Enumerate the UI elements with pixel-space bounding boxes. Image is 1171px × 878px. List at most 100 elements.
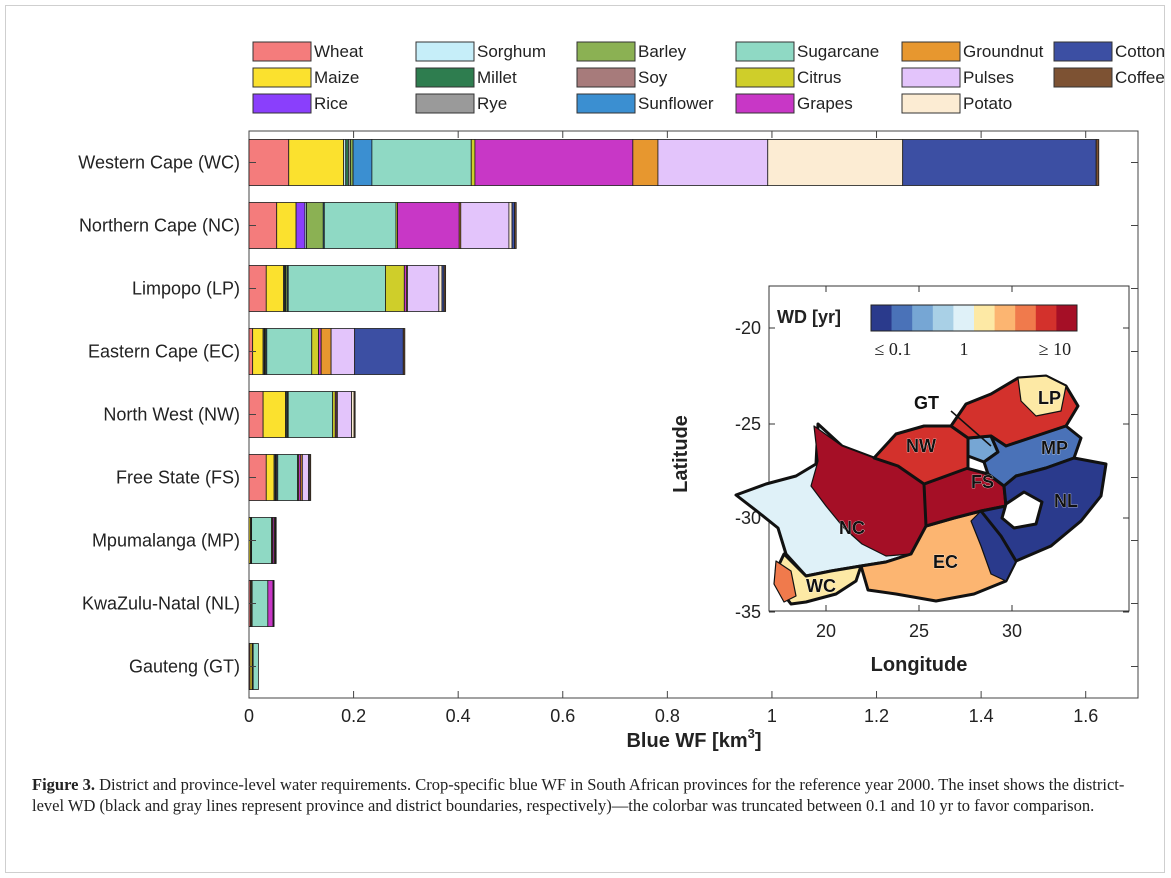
bar-segment bbox=[443, 265, 447, 312]
legend-swatch bbox=[901, 67, 961, 88]
inset-x-tick-label: 30 bbox=[1002, 621, 1022, 641]
inset-y-tick-label: -30 bbox=[735, 508, 761, 528]
bar-segment bbox=[288, 139, 345, 186]
colorbar-cell bbox=[994, 305, 1016, 331]
legend-swatch bbox=[576, 93, 636, 114]
region-label-wc: WC bbox=[806, 576, 836, 596]
legend-label: Sunflower bbox=[638, 94, 714, 113]
colorbar: ≤ 0.1 1 ≥ 10 bbox=[870, 304, 1078, 359]
legend-label: Sorghum bbox=[477, 42, 546, 61]
bar-segment bbox=[354, 328, 404, 375]
colorbar-title: WD [yr] bbox=[777, 307, 841, 327]
bar-segment bbox=[514, 202, 517, 249]
legend-swatch bbox=[735, 67, 795, 88]
region-label-gt: GT bbox=[914, 393, 939, 413]
bar-segment bbox=[295, 202, 306, 249]
gt-pointer-line bbox=[950, 410, 992, 447]
region-wc-coast bbox=[773, 560, 797, 603]
bar-segment bbox=[287, 391, 334, 438]
bar-segment bbox=[460, 202, 510, 249]
south-africa-map bbox=[734, 374, 1108, 606]
region-label-nc: NC bbox=[839, 518, 865, 538]
legend-swatch bbox=[415, 93, 475, 114]
legend-swatch bbox=[576, 41, 636, 62]
legend-label: Millet bbox=[477, 68, 517, 87]
figure-canvas: Wheat Maize Rice Sorghum Millet Rye Barley Soy S… bbox=[78, 41, 1165, 752]
region-label-fs: FS bbox=[971, 472, 994, 492]
bar-segment bbox=[277, 454, 299, 501]
bar-segment bbox=[275, 517, 277, 564]
x-tick-label: 0 bbox=[244, 706, 254, 726]
inset-y-axis-title: Latitude bbox=[670, 415, 692, 493]
x-axis: 0 0.2 0.4 0.6 0.8 1 1.2 1.4 1.6 bbox=[244, 131, 1098, 726]
colorbar-tick-label: ≥ 10 bbox=[1039, 339, 1071, 359]
legend-swatch bbox=[252, 67, 312, 88]
bar-segment bbox=[276, 202, 297, 249]
legend-swatch bbox=[252, 41, 312, 62]
y-tick-label: Northern Cape (NC) bbox=[79, 216, 240, 236]
bar-segment bbox=[265, 454, 275, 501]
x-tick-label: 1.6 bbox=[1073, 706, 1098, 726]
region-label-nl: NL bbox=[1054, 491, 1078, 511]
y-tick-label: Limpopo (LP) bbox=[132, 279, 240, 299]
bar-segment bbox=[402, 328, 406, 375]
colorbar-cell bbox=[953, 305, 975, 331]
legend-swatch bbox=[735, 93, 795, 114]
legend-swatch bbox=[415, 41, 475, 62]
legend-swatch bbox=[1053, 41, 1113, 62]
legend-swatch bbox=[901, 41, 961, 62]
colorbar-tick-label: 1 bbox=[960, 339, 969, 359]
inset-y-tick-label: -35 bbox=[735, 602, 761, 622]
bar-segment bbox=[309, 454, 312, 501]
legend-label: Rice bbox=[314, 94, 348, 113]
legend-swatch bbox=[1053, 67, 1113, 88]
y-tick-label: North West (NW) bbox=[103, 405, 240, 425]
region-label-lp: LP bbox=[1038, 388, 1061, 408]
inset-map: 20 25 30 -20 -25 -30 -35 Longitude Latitude WD… bbox=[670, 285, 1130, 676]
bar-segment bbox=[407, 265, 440, 312]
legend-label: Sugarcane bbox=[797, 42, 879, 61]
bar-segment bbox=[371, 139, 472, 186]
region-label-mp: MP bbox=[1041, 438, 1068, 458]
bar-segment bbox=[657, 139, 769, 186]
x-tick-label: 1.4 bbox=[969, 706, 994, 726]
bar-segment bbox=[1095, 139, 1100, 186]
inset-y-tick-label: -25 bbox=[735, 414, 761, 434]
bar-segment bbox=[330, 328, 356, 375]
caption-text: District and province-level water requir… bbox=[32, 775, 1125, 815]
x-tick-label: 0.4 bbox=[446, 706, 471, 726]
colorbar-cell bbox=[891, 305, 913, 331]
y-tick-label: KwaZulu-Natal (NL) bbox=[82, 594, 240, 614]
bar-segment bbox=[470, 139, 476, 186]
caption-label: Figure 3. bbox=[32, 775, 95, 794]
bar-segment bbox=[438, 265, 443, 312]
bar-segment bbox=[320, 328, 332, 375]
bar-segment bbox=[301, 454, 310, 501]
bar-segment bbox=[287, 265, 386, 312]
legend-swatch bbox=[252, 93, 312, 114]
colorbar-cell bbox=[1015, 305, 1037, 331]
inset-y-tick-label: -20 bbox=[735, 318, 761, 338]
bar-segment bbox=[353, 391, 356, 438]
colorbar-cell bbox=[1035, 305, 1057, 331]
x-tick-label: 1.2 bbox=[864, 706, 889, 726]
bar-segment bbox=[311, 328, 319, 375]
x-tick-label: 1 bbox=[767, 706, 777, 726]
inset-x-tick-label: 20 bbox=[816, 621, 836, 641]
bar-segment bbox=[273, 580, 275, 627]
inset-x-axis-title: Longitude bbox=[871, 654, 968, 676]
bar-segment bbox=[266, 328, 313, 375]
figure-frame: Wheat Maize Rice Sorghum Millet Rye Barley Soy S… bbox=[5, 5, 1165, 873]
bar-segment bbox=[306, 202, 324, 249]
bar-layer bbox=[248, 139, 1100, 690]
legend-label: Citrus bbox=[797, 68, 841, 87]
chart-legend: Wheat Maize Rice Sorghum Millet Rye Barley Soy S… bbox=[252, 41, 1165, 114]
region-nl bbox=[979, 456, 1108, 563]
y-tick-label: Gauteng (GT) bbox=[129, 657, 240, 677]
legend-swatch bbox=[576, 67, 636, 88]
legend-label: Barley bbox=[638, 42, 687, 61]
region-label-ec: EC bbox=[933, 552, 958, 572]
bar-segment bbox=[902, 139, 1097, 186]
bar-segment bbox=[336, 391, 352, 438]
x-axis-title: Blue WF [km3] bbox=[626, 726, 761, 752]
